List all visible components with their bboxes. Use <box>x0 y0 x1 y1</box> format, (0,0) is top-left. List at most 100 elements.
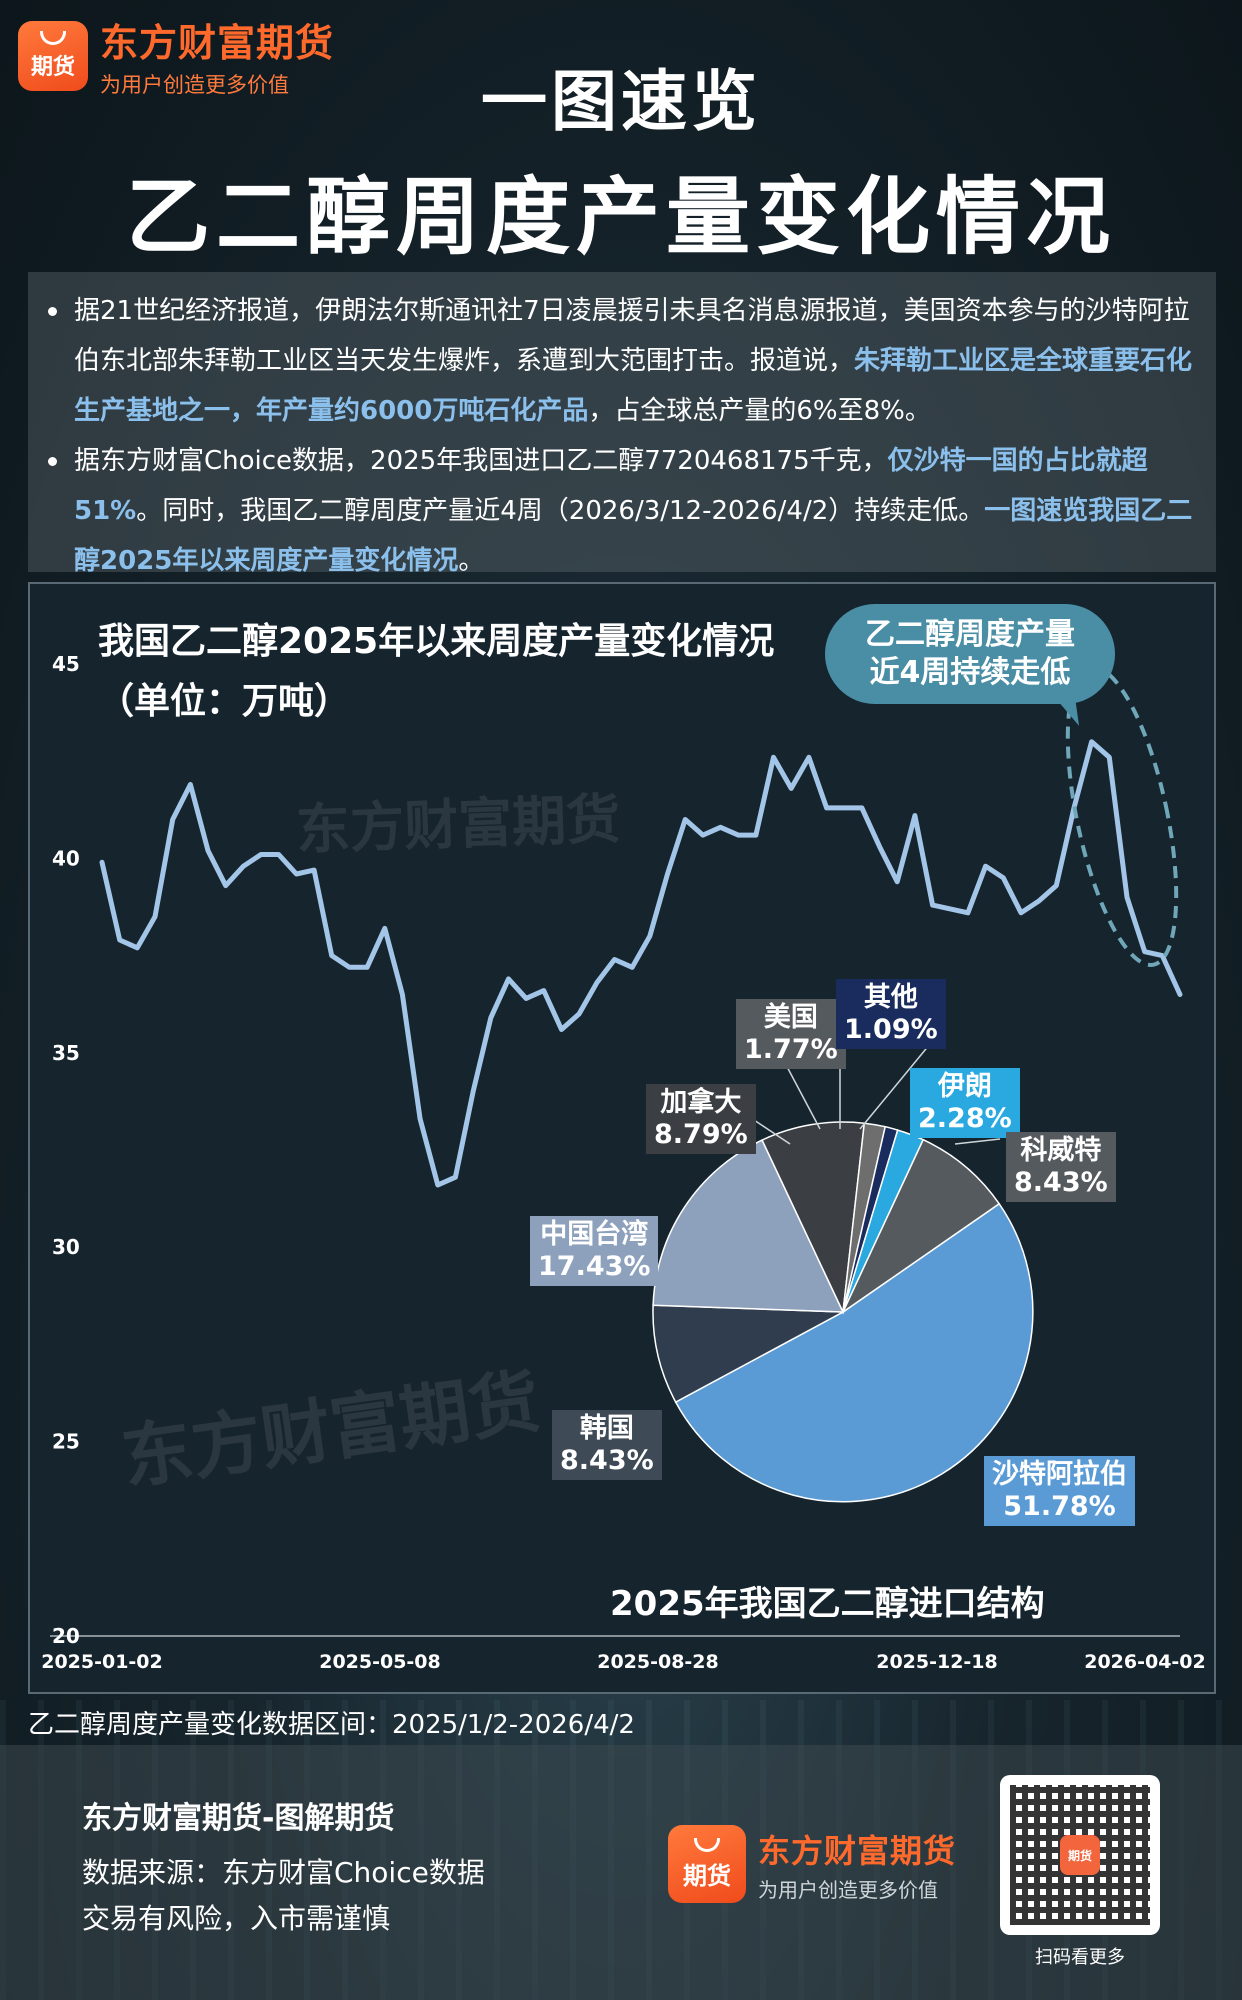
qr-caption: 扫码看更多 <box>1035 1947 1125 1968</box>
pie-chart-title: 2025年我国乙二醇进口结构 <box>610 1584 1045 1624</box>
data-point <box>118 938 122 942</box>
y-tick-label: 25 <box>52 1430 80 1454</box>
line-chart: 45 40 35 30 25 20 2025-01-02 2025-05-08 2025-08-… <box>41 652 1206 1673</box>
x-tick-label: 2026-04-02 <box>1084 1651 1206 1673</box>
pie-label: 加拿大 8.79% <box>646 1084 756 1154</box>
data-point <box>966 911 970 915</box>
data-range-note: 乙二醇周度产量变化数据区间：2025/1/2-2026/4/2 <box>28 1710 635 1740</box>
data-point <box>1054 884 1058 888</box>
brand-name: 东方财富期货 <box>100 21 335 65</box>
pie-slice <box>761 1121 866 1315</box>
pie-label: 中国台湾 17.43% <box>530 1216 659 1286</box>
data-point <box>931 903 935 907</box>
data-point <box>153 915 157 919</box>
data-point <box>1160 954 1164 958</box>
data-point <box>453 1175 457 1179</box>
data-point <box>789 786 793 790</box>
y-tick-label: 20 <box>52 1624 80 1648</box>
data-point <box>471 1090 475 1094</box>
data-point <box>524 996 528 1000</box>
data-point <box>1001 876 1005 880</box>
data-point <box>171 818 175 822</box>
footer: 东方财富期货-图解期货 数据来源：东方财富Choice数据 交易有风险，入市需谨… <box>0 1745 1242 2000</box>
brand-header: 期货 东方财富期货 为用户创造更多价值 <box>18 12 334 99</box>
footer-risk: 交易有风险，入市需谨慎 <box>82 1902 391 1935</box>
data-point <box>559 1027 563 1031</box>
data-point <box>489 1016 493 1020</box>
data-point <box>878 845 882 849</box>
data-point <box>754 833 758 837</box>
data-point <box>612 957 616 961</box>
data-point <box>736 833 740 837</box>
data-point <box>365 965 369 969</box>
line-chart-title: 我国乙二醇2025年以来周度产量变化情况 <box>98 621 775 662</box>
pie-label: 科威特 8.43% <box>1006 1132 1116 1202</box>
data-point <box>259 853 263 857</box>
pie-label: 伊朗 2.28% <box>910 1068 1020 1138</box>
data-point <box>241 864 245 868</box>
data-point <box>400 992 404 996</box>
footer-title: 东方财富期货-图解期货 <box>82 1801 395 1836</box>
x-tick-label: 2025-12-18 <box>876 1651 998 1673</box>
pie-slice <box>674 1202 1034 1503</box>
callout-bubble: 乙二醇周度产量 近4周持续走低 <box>825 604 1115 704</box>
brand-slogan: 为用户创造更多价值 <box>758 1877 938 1902</box>
data-point <box>383 926 387 930</box>
data-point <box>542 989 546 993</box>
y-tick-label: 45 <box>52 652 80 676</box>
data-point <box>277 853 281 857</box>
pie-label: 韩国 8.43% <box>552 1410 662 1480</box>
data-point <box>860 806 864 810</box>
brand-logo-icon: 期货 <box>668 1825 746 1903</box>
intro-paragraph-1: 据21世纪经济报道，伊朗法尔斯通讯社7日凌晨援引未具名消息源报道，美国资本参与的… <box>48 286 1198 436</box>
headline-line2: 乙二醇周度产量变化情况 <box>125 168 1116 266</box>
data-point <box>418 1117 422 1121</box>
data-point <box>701 833 705 837</box>
pie-label: 美国 1.77% <box>736 999 846 1069</box>
line-chart-unit: （单位：万吨） <box>98 681 351 722</box>
x-tick-label: 2025-05-08 <box>319 1651 441 1673</box>
brand-logo-icon: 期货 <box>18 20 88 91</box>
data-point <box>188 783 192 787</box>
data-point <box>1125 895 1129 899</box>
data-point <box>330 954 334 958</box>
y-tick-label: 35 <box>52 1041 80 1065</box>
qr-logo-icon: 期货 <box>1060 1835 1100 1875</box>
data-point <box>648 934 652 938</box>
qr-code[interactable]: 期货 <box>1000 1775 1160 1935</box>
data-point <box>135 946 139 950</box>
data-point <box>948 907 952 911</box>
pie-slice <box>652 1304 846 1404</box>
data-point <box>666 872 670 876</box>
data-point <box>719 825 723 829</box>
intro-paragraph-2: 据东方财富Choice数据，2025年我国进口乙二醇7720468175千克，仅… <box>48 436 1198 586</box>
brand-slogan: 为用户创造更多价值 <box>100 73 289 97</box>
data-point <box>895 880 899 884</box>
y-tick-label: 40 <box>52 846 80 870</box>
data-point <box>1107 755 1111 759</box>
data-point <box>506 977 510 981</box>
data-point <box>100 860 104 864</box>
data-point <box>1090 740 1094 744</box>
highlight-ellipse <box>1065 665 1179 967</box>
x-tick-label: 2025-08-28 <box>597 1651 719 1673</box>
data-point <box>772 755 776 759</box>
data-point <box>630 965 634 969</box>
data-point <box>1037 899 1041 903</box>
data-point <box>1178 992 1182 996</box>
brand-name: 东方财富期货 <box>758 1831 957 1870</box>
data-point <box>825 806 829 810</box>
data-point <box>347 965 351 969</box>
pie-leader-line <box>859 1043 931 1130</box>
data-point <box>577 1012 581 1016</box>
data-point <box>1143 950 1147 954</box>
data-point <box>595 981 599 985</box>
data-point <box>312 868 316 872</box>
series-line <box>99 739 1183 1188</box>
pie-label: 其他 1.09% <box>836 979 946 1049</box>
x-tick-label: 2025-01-02 <box>41 1651 163 1673</box>
footer-source: 数据来源：东方财富Choice数据 <box>82 1856 485 1889</box>
data-point <box>294 872 298 876</box>
pie-label: 沙特阿拉伯 51.78% <box>984 1456 1135 1526</box>
chart-panel: 东方财富期货 东方财富期货 45 40 35 30 25 20 2025-01-02 2025… <box>28 582 1216 1694</box>
